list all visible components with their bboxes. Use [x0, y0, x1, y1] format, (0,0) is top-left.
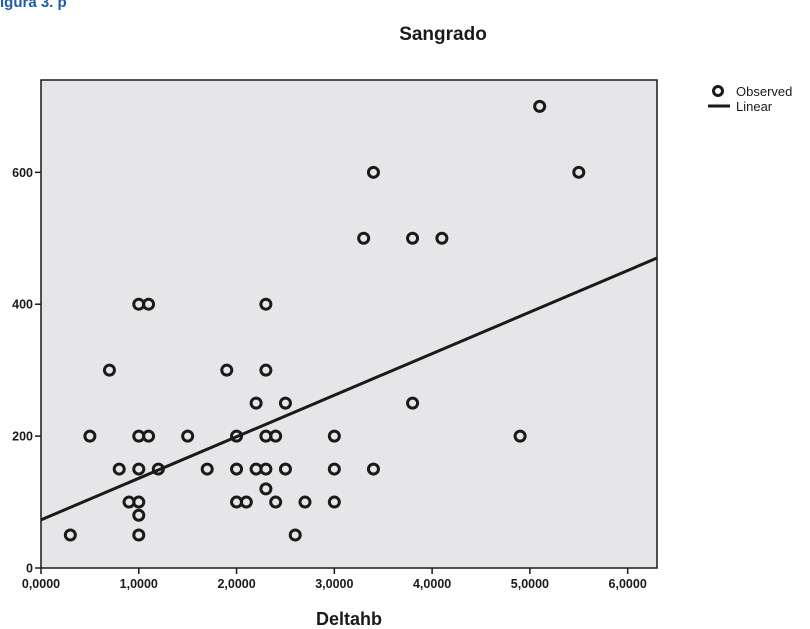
data-point — [249, 396, 263, 410]
data-point — [435, 231, 449, 245]
data-point — [132, 528, 146, 542]
y-tick-label: 400 — [12, 298, 33, 312]
x-tick-label: 5,0000 — [511, 577, 549, 591]
fit-line-layer — [40, 256, 658, 522]
data-point — [366, 165, 380, 179]
x-tick-label: 0,0000 — [22, 577, 60, 591]
data-point — [513, 429, 527, 443]
x-tick-label: 2,0000 — [217, 577, 255, 591]
data-point — [259, 462, 273, 476]
markers-layer — [63, 99, 586, 542]
data-point — [181, 429, 195, 443]
data-point — [327, 462, 341, 476]
data-point — [327, 495, 341, 509]
legend: Observed Linear — [708, 84, 792, 114]
x-axis: 0,0000 1,0000 2,0000 3,0000 4,0000 5,0000 6,00… — [22, 568, 647, 591]
data-point — [406, 396, 420, 410]
plot-area — [40, 79, 658, 569]
data-point — [132, 495, 146, 509]
data-point — [102, 363, 116, 377]
data-point — [572, 165, 586, 179]
legend-observed-label: Observed — [736, 84, 792, 99]
data-point — [132, 508, 146, 522]
data-point — [132, 462, 146, 476]
y-tick-label: 200 — [12, 430, 33, 444]
x-tick-label: 4,0000 — [413, 577, 451, 591]
x-tick-label: 1,0000 — [120, 577, 158, 591]
data-point — [200, 462, 214, 476]
data-point — [220, 363, 234, 377]
data-point — [278, 462, 292, 476]
x-tick-label: 3,0000 — [315, 577, 353, 591]
data-point — [366, 462, 380, 476]
data-point — [259, 482, 273, 496]
data-point — [259, 297, 273, 311]
data-point — [278, 396, 292, 410]
data-point — [406, 231, 420, 245]
x-axis-label: Deltahb — [316, 609, 382, 629]
data-point — [269, 429, 283, 443]
legend-linear-label: Linear — [736, 99, 773, 114]
y-tick-label: 600 — [12, 166, 33, 180]
data-point — [259, 363, 273, 377]
data-point — [298, 495, 312, 509]
data-point — [269, 495, 283, 509]
data-point — [533, 99, 547, 113]
legend-observed-marker — [712, 85, 724, 97]
data-point — [288, 528, 302, 542]
data-point — [142, 429, 156, 443]
data-point — [357, 231, 371, 245]
data-point — [83, 429, 97, 443]
y-tick-label: 0 — [26, 562, 33, 576]
y-axis: 0 200 400 600 — [12, 166, 41, 576]
data-point — [327, 429, 341, 443]
data-point — [239, 495, 253, 509]
data-point — [112, 462, 126, 476]
linear-fit-line — [40, 256, 658, 522]
data-point — [142, 297, 156, 311]
x-tick-label: 6,0000 — [609, 577, 647, 591]
data-point — [63, 528, 77, 542]
chart-title: Sangrado — [399, 24, 487, 45]
header-text: igura 3. p — [0, 0, 67, 11]
data-point — [230, 462, 244, 476]
